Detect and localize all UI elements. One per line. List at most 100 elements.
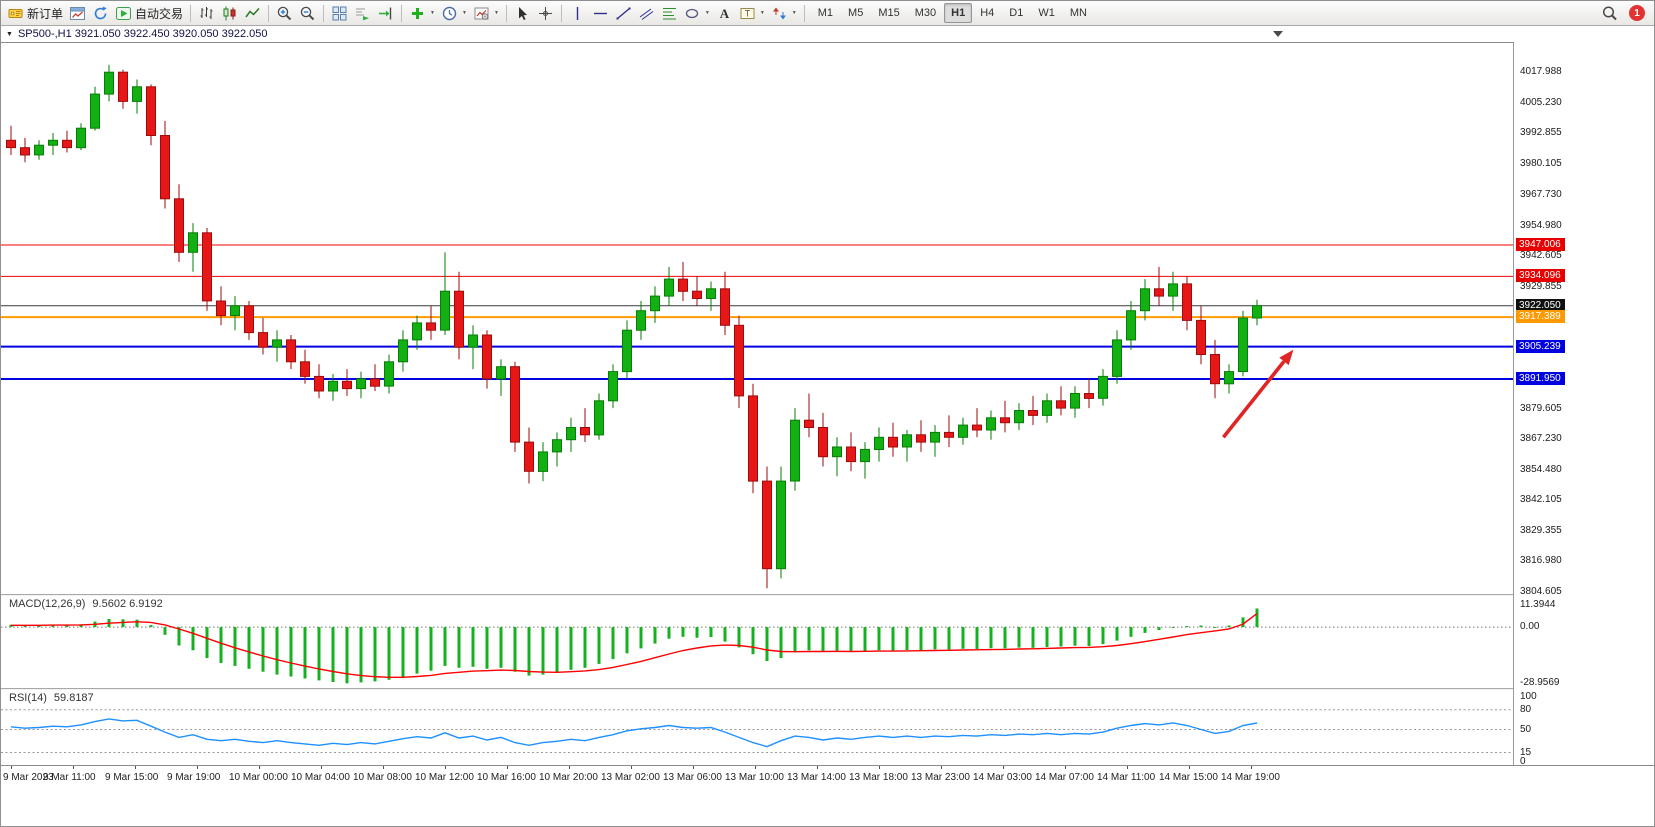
channel-tool-button[interactable] (635, 3, 658, 24)
toolbar-separator (401, 4, 403, 22)
zoom-in-icon (277, 6, 292, 20)
cursor-button[interactable] (511, 3, 534, 24)
toolbar-separator (268, 4, 270, 22)
rsi-canvas[interactable] (1, 690, 1513, 765)
chart-shift-button[interactable] (374, 3, 397, 24)
arrows-tool-button[interactable]: ▼ (768, 3, 800, 24)
notification-badge[interactable]: 1 (1629, 5, 1645, 21)
shapes-tool-button[interactable]: ▼ (681, 3, 713, 24)
timeframe-button-W1[interactable]: W1 (1038, 7, 1055, 19)
price-tick-label: 4005.230 (1520, 97, 1562, 109)
label-tool-button[interactable]: T ▼ (736, 3, 768, 24)
price-axis[interactable]: 4017.988 4005.230 3992.855 3980.105 3967.730… (1514, 26, 1654, 826)
timeframe-button-M1[interactable]: M1 (817, 7, 834, 19)
time-axis-tick (569, 766, 570, 769)
bar-chart-icon (200, 6, 213, 19)
vertical-line-icon (576, 6, 579, 20)
time-axis-label: 10 Mar 20:00 (539, 772, 598, 783)
price-tick-label: 3816.980 (1520, 555, 1562, 567)
periods-button[interactable]: ▼ (438, 3, 470, 24)
time-axis-tick (1189, 766, 1190, 769)
timeframe-button-D1[interactable]: D1 (1009, 7, 1024, 19)
time-axis-tick (135, 766, 136, 769)
toolbar-separator (505, 4, 507, 22)
timeframe-button-M30[interactable]: M30 (914, 7, 937, 19)
price-tag: 3891.950 (1516, 372, 1565, 385)
line-chart-icon (245, 7, 260, 17)
price-tick-label: 3929.855 (1520, 280, 1562, 292)
line-chart-button[interactable] (241, 3, 264, 24)
new-order-button[interactable]: 新订单 (4, 3, 66, 24)
collapse-icon[interactable]: ▼ (6, 30, 13, 38)
text-tool-button[interactable]: A (713, 3, 736, 24)
chart-header: ▼ SP500-,H1 3921.050 3922.450 3920.050 3… (1, 26, 1654, 43)
search-button[interactable] (1598, 3, 1621, 24)
new-chart-button[interactable] (66, 3, 89, 24)
time-axis-label: 13 Mar 02:00 (601, 772, 660, 783)
vertical-line-tool-button[interactable] (566, 3, 589, 24)
timeframe-button-H4[interactable]: H4 (980, 7, 995, 19)
shapes-icon (685, 8, 699, 18)
chart-shift-marker[interactable] (1273, 31, 1283, 37)
auto-scroll-button[interactable] (351, 3, 374, 24)
toolbar-separator (323, 4, 325, 22)
price-tick-label: 3804.605 (1520, 585, 1562, 597)
arrows-tool-icon (772, 7, 786, 19)
price-tick-label: 3854.480 (1520, 464, 1562, 476)
time-axis-label: 13 Mar 23:00 (911, 772, 970, 783)
timeframe-button-H1[interactable]: H1 (944, 3, 973, 23)
time-axis-tick (631, 766, 632, 769)
rsi-tick-label: 15 (1520, 746, 1532, 758)
timeframe-button-M5[interactable]: M5 (848, 7, 864, 19)
dropdown-caret-icon: ▼ (430, 9, 435, 16)
time-axis-tick (1251, 766, 1252, 769)
trendline-tool-button[interactable] (612, 3, 635, 24)
indicators-button[interactable]: ▼ (406, 3, 438, 24)
macd-canvas[interactable] (1, 596, 1513, 688)
time-axis-label: 9 Mar 19:00 (167, 772, 221, 783)
time-axis-label: 9 Mar 11:00 (43, 772, 96, 783)
toolbar-right-cluster: 1 (1598, 3, 1653, 24)
horizontal-line-icon (593, 12, 607, 14)
price-tick-label: 3967.730 (1520, 188, 1562, 200)
zoom-out-button[interactable] (296, 3, 319, 24)
zoom-in-button[interactable] (273, 3, 296, 24)
tile-windows-button[interactable] (328, 3, 351, 24)
auto-trading-button[interactable]: 自动交易 (112, 3, 186, 24)
splitter-macd-rsi[interactable] (1, 688, 1654, 690)
main-chart-canvas[interactable] (1, 43, 1513, 594)
profiles-button[interactable] (89, 3, 112, 24)
time-axis-label: 14 Mar 03:00 (973, 772, 1032, 783)
chart-window: ▼ SP500-,H1 3921.050 3922.450 3920.050 3… (1, 26, 1654, 826)
auto-trading-icon (116, 6, 132, 20)
splitter-main-macd[interactable] (1, 594, 1654, 596)
timeframe-button-MN[interactable]: MN (1069, 7, 1087, 19)
time-axis-label: 10 Mar 04:00 (291, 772, 350, 783)
dropdown-caret-icon: ▼ (791, 9, 797, 16)
time-axis-tick (1127, 766, 1128, 769)
macd-tick-label: 11.3944 (1520, 598, 1556, 610)
tile-windows-icon (332, 6, 347, 20)
crosshair-button[interactable] (534, 3, 557, 24)
macd-tick-label: 0.00 (1520, 621, 1540, 633)
price-tick-label: 3980.105 (1520, 158, 1562, 170)
horizontal-line-tool-button[interactable] (589, 3, 612, 24)
timeframe-button-M15[interactable]: M15 (878, 7, 900, 19)
zoom-out-icon (300, 6, 315, 20)
toolbar-separator (190, 4, 192, 22)
candlestick-chart-button[interactable] (218, 3, 241, 24)
templates-button[interactable]: ▼ (470, 3, 502, 24)
time-axis-label: 9 Mar 2023 (3, 772, 54, 783)
price-tick-label: 3879.605 (1520, 403, 1562, 414)
time-axis-label: 13 Mar 10:00 (725, 772, 784, 783)
price-tag: 3905.239 (1516, 339, 1565, 353)
price-tag: 3947.006 (1516, 238, 1565, 251)
fibonacci-tool-button[interactable] (658, 3, 681, 24)
svg-text:A: A (720, 6, 730, 21)
time-axis-tick (259, 766, 260, 769)
time-axis[interactable]: 9 Mar 2023 9 Mar 11:00 9 Mar 15:00 9 Mar 19… (1, 765, 1654, 787)
bar-chart-button[interactable] (195, 3, 218, 24)
time-axis-tick (507, 766, 508, 769)
price-tick-label: 3992.855 (1520, 127, 1562, 139)
time-axis-tick (73, 766, 74, 769)
